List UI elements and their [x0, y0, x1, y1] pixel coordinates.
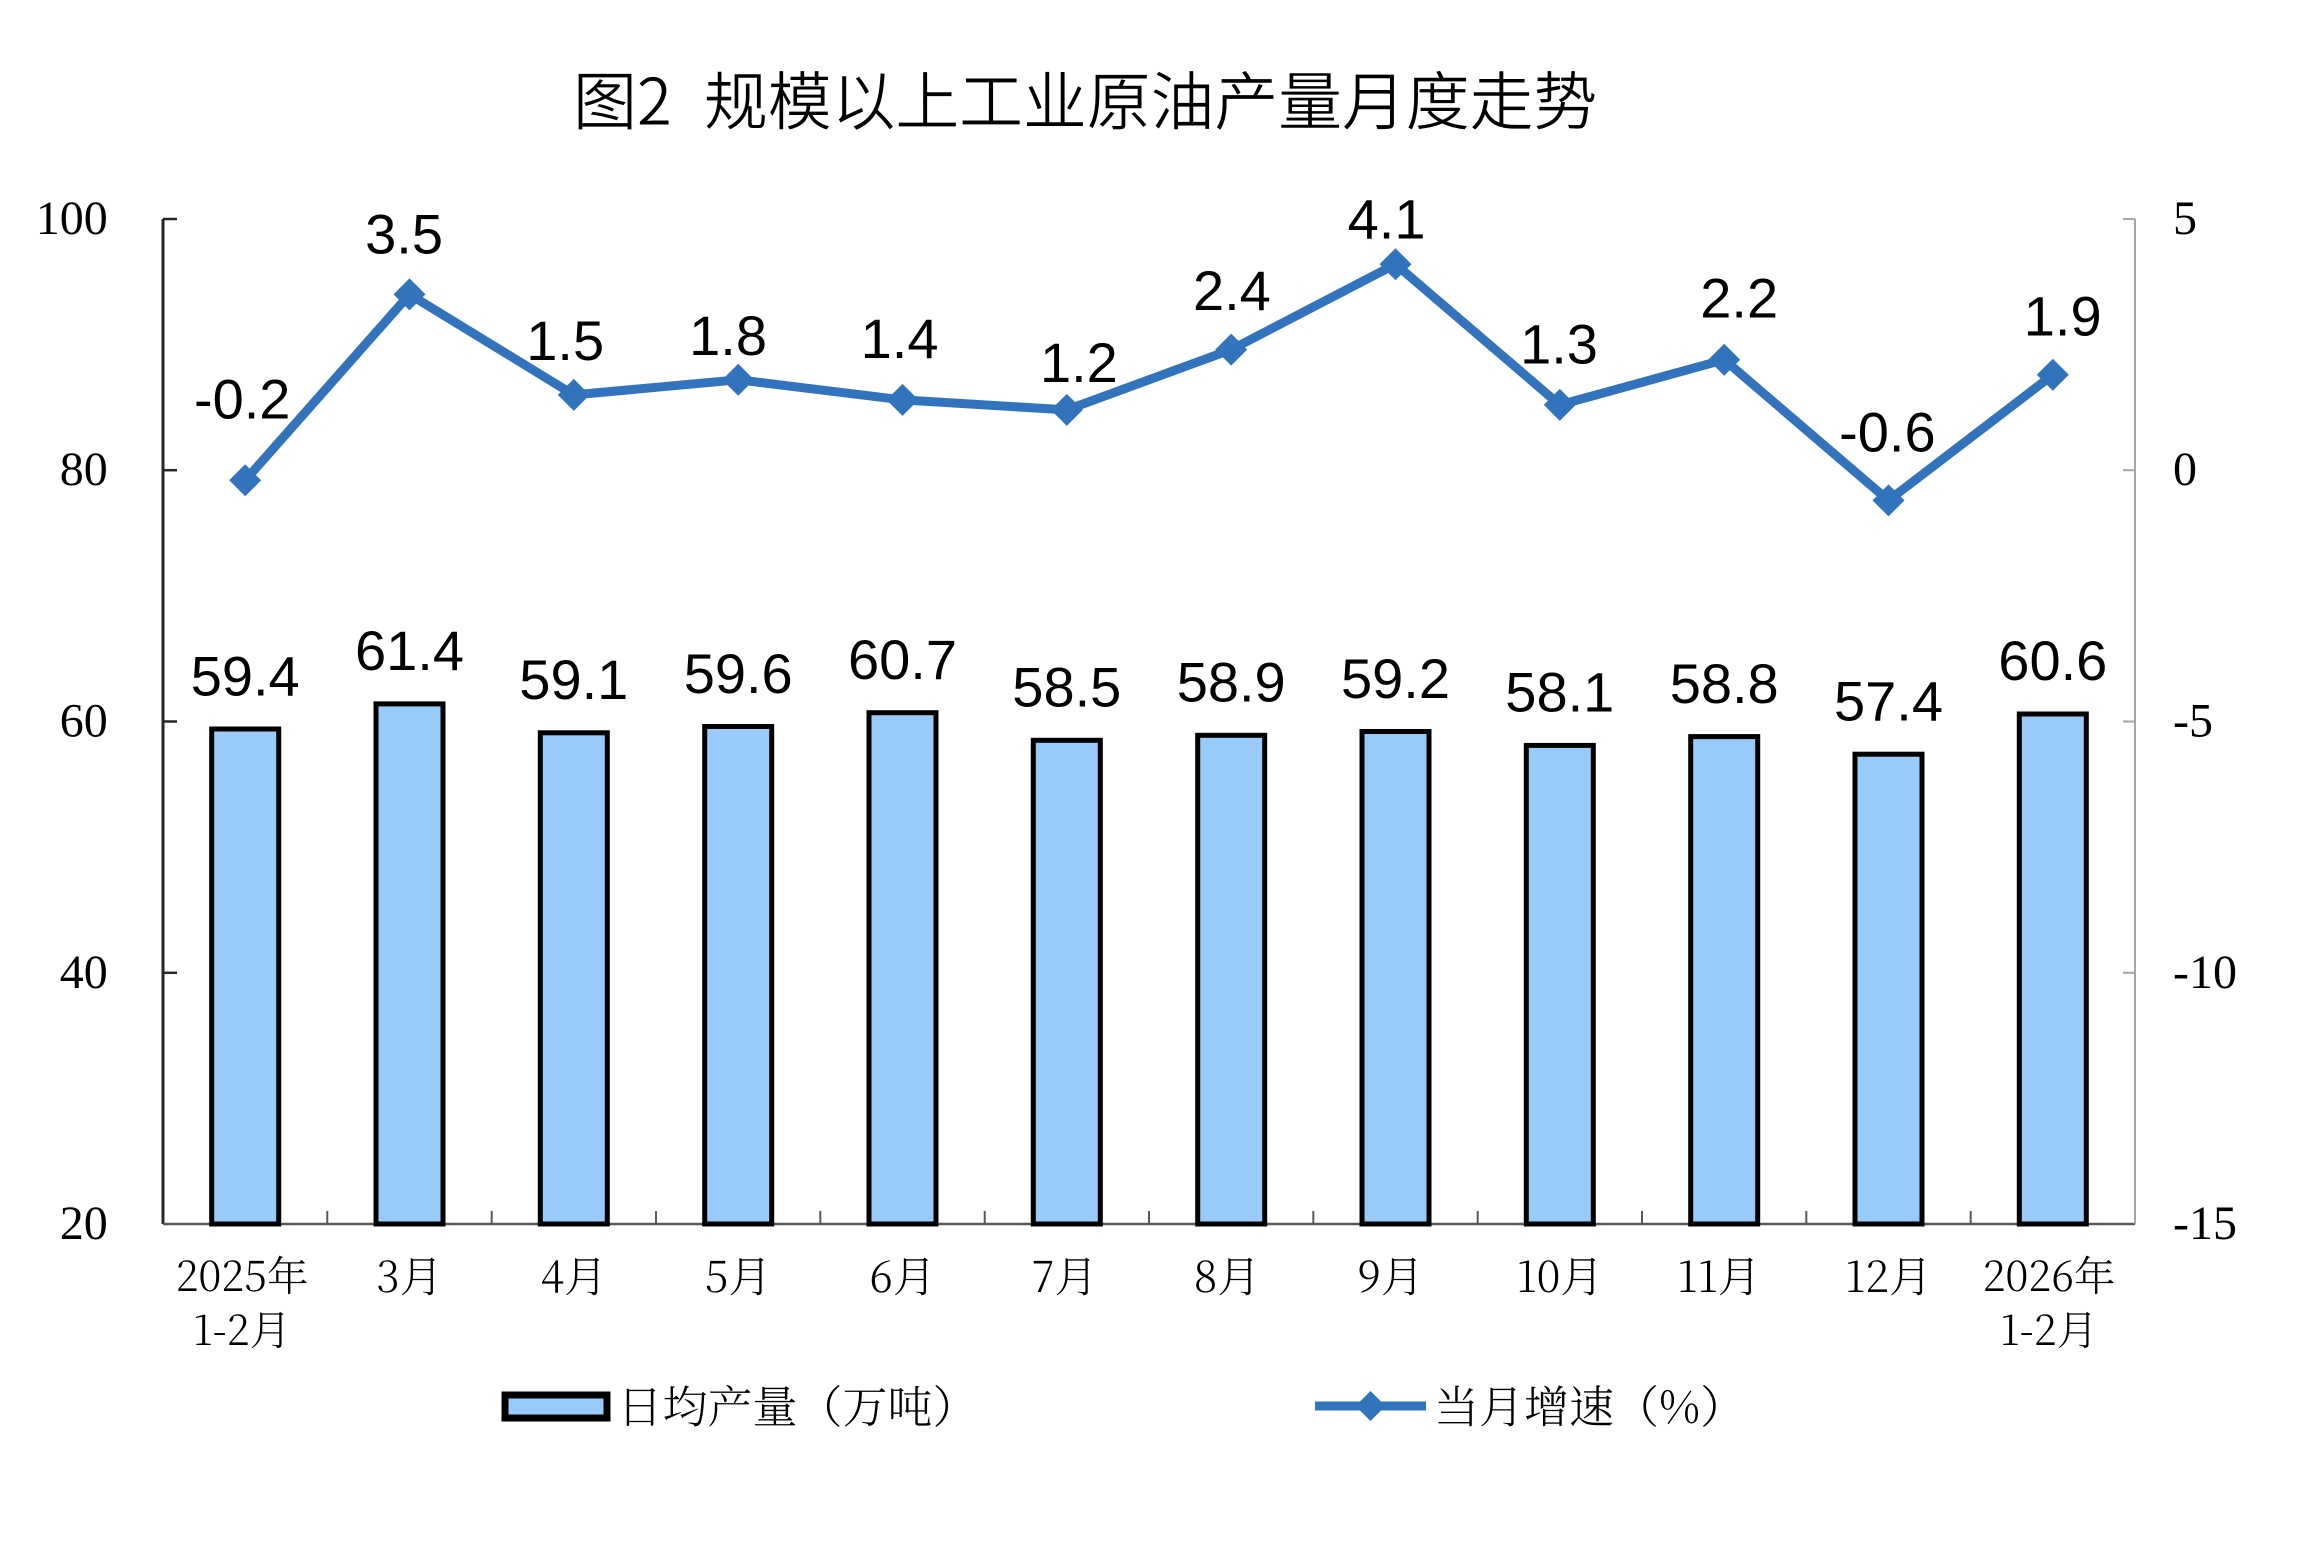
svg-text:100: 100 — [36, 192, 108, 245]
svg-text:-10: -10 — [2173, 946, 2237, 999]
svg-text:-0.2: -0.2 — [194, 368, 291, 431]
svg-text:61.4: 61.4 — [355, 619, 464, 682]
svg-text:1.8: 1.8 — [689, 304, 767, 367]
svg-text:40: 40 — [60, 946, 108, 999]
svg-text:80: 80 — [60, 443, 108, 496]
svg-text:1.4: 1.4 — [861, 307, 939, 370]
svg-text:2.2: 2.2 — [1700, 266, 1778, 329]
svg-text:1.5: 1.5 — [526, 309, 604, 372]
svg-text:59.2: 59.2 — [1341, 647, 1450, 710]
svg-text:58.5: 58.5 — [1012, 656, 1121, 719]
svg-text:59.1: 59.1 — [519, 648, 628, 711]
svg-text:60.6: 60.6 — [1998, 629, 2107, 692]
svg-text:60: 60 — [60, 695, 108, 748]
svg-text:3.5: 3.5 — [365, 203, 443, 266]
svg-text:59.6: 59.6 — [684, 642, 793, 705]
svg-text:57.4: 57.4 — [1834, 669, 1943, 732]
svg-text:0: 0 — [2173, 443, 2197, 496]
svg-text:5: 5 — [2173, 192, 2197, 245]
svg-text:1.9: 1.9 — [2024, 284, 2102, 347]
svg-text:59.4: 59.4 — [191, 644, 300, 707]
svg-text:58.1: 58.1 — [1505, 661, 1614, 724]
svg-text:2.4: 2.4 — [1193, 259, 1271, 322]
svg-text:1.3: 1.3 — [1520, 312, 1598, 375]
svg-text:58.8: 58.8 — [1670, 652, 1779, 715]
svg-text:-0.6: -0.6 — [1839, 400, 1936, 463]
svg-text:-5: -5 — [2173, 695, 2213, 748]
svg-text:-15: -15 — [2173, 1197, 2237, 1250]
svg-text:58.9: 58.9 — [1177, 651, 1286, 714]
svg-text:60.7: 60.7 — [848, 628, 957, 691]
svg-text:4.1: 4.1 — [1348, 188, 1426, 251]
svg-text:1.2: 1.2 — [1040, 331, 1118, 394]
svg-text:20: 20 — [60, 1197, 108, 1250]
